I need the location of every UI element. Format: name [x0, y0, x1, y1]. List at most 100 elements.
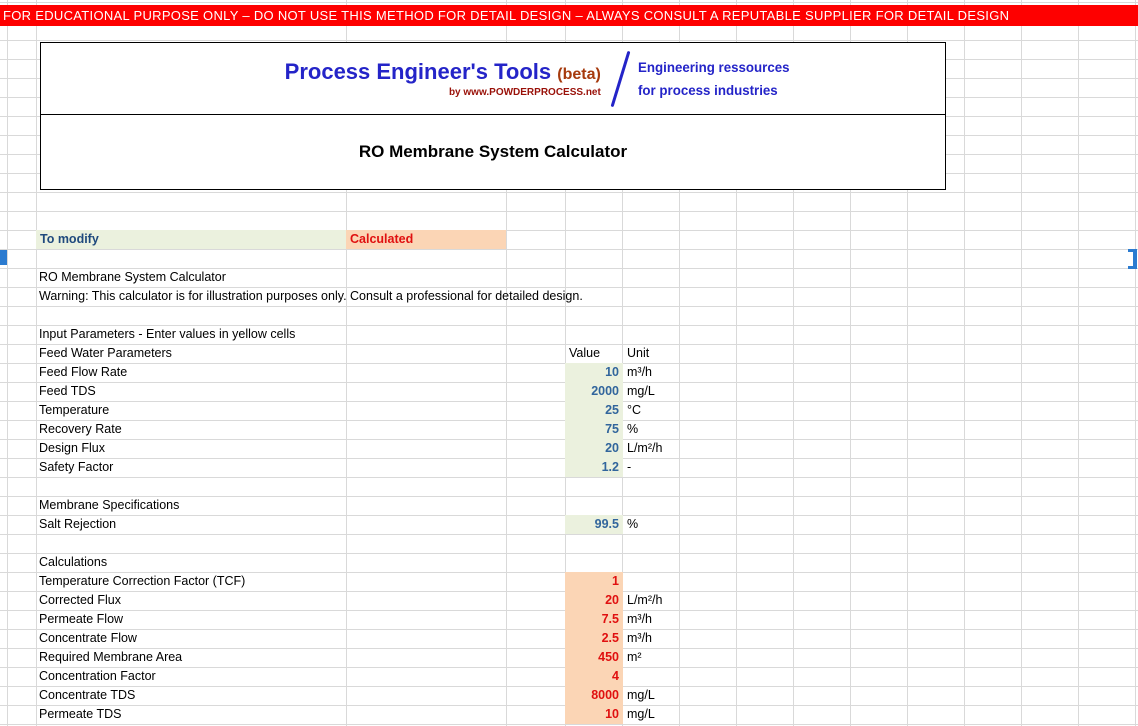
sheet-row-blank	[0, 306, 1138, 325]
input-value-cell[interactable]: 2000	[565, 382, 623, 401]
row-label: Feed Flow Rate	[39, 365, 128, 379]
row-label: Corrected Flux	[39, 593, 121, 607]
gridline	[36, 0, 37, 726]
sheet-row: Concentrate Flow 2.5 m³/h	[0, 629, 1138, 648]
page-title: RO Membrane System Calculator	[358, 142, 628, 161]
unit-label: %	[627, 517, 639, 531]
row-label: Temperature Correction Factor (TCF)	[39, 574, 246, 588]
row-label: RO Membrane System Calculator	[39, 270, 226, 284]
row-label: Feed TDS	[39, 384, 96, 398]
row-label: Concentrate TDS	[39, 688, 136, 702]
gridline	[7, 0, 8, 726]
value-column-header: Value	[569, 346, 601, 360]
calculated-value-cell: 4	[565, 667, 623, 686]
gridline	[964, 0, 965, 726]
section-header: Calculations	[39, 555, 108, 569]
unit-label: m²	[627, 650, 642, 664]
legend-calculated-cell: Calculated	[346, 230, 506, 249]
row-label: Concentration Factor	[39, 669, 156, 683]
logo-left: Process Engineer's Tools (beta) by www.P…	[285, 59, 601, 98]
logo-tagline-line1: Engineering ressources	[637, 59, 790, 76]
sheet-row: Salt Rejection 99.5%	[0, 515, 1138, 534]
unit-label: °C	[627, 403, 642, 417]
gridline	[1078, 0, 1079, 726]
sheet-row-blank	[0, 477, 1138, 496]
calculated-value-cell: 8000	[565, 686, 623, 705]
logo-byline: by www.POWDERPROCESS.net	[448, 87, 601, 98]
legend-to-modify-cell: To modify	[36, 230, 346, 249]
sheet-row-blank	[0, 534, 1138, 553]
selection-border-left	[0, 250, 7, 265]
section-header: Membrane Specifications	[39, 498, 180, 512]
input-value-cell[interactable]: 1.2	[565, 458, 623, 477]
unit-label: %	[627, 422, 639, 436]
sheet-row: Concentrate TDS 8000 mg/L	[0, 686, 1138, 705]
selection-border-right	[1128, 249, 1137, 269]
unit-label: mg/L	[627, 384, 655, 398]
sheet-row: RO Membrane System Calculator	[0, 268, 1138, 287]
unit-column-header: Unit	[627, 346, 650, 360]
row-label: Warning: This calculator is for illustra…	[39, 289, 583, 303]
slash-icon	[610, 50, 631, 107]
gridline	[506, 0, 507, 726]
unit-label: L/m²/h	[627, 593, 663, 607]
sheet-row: Safety Factor 1.2-	[0, 458, 1138, 477]
sheet-row: Calculations	[0, 553, 1138, 572]
unit-label: L/m²/h	[627, 441, 663, 455]
row-label: Safety Factor	[39, 460, 114, 474]
row-label: Recovery Rate	[39, 422, 122, 436]
unit-label: -	[627, 460, 632, 474]
sheet-row: Required Membrane Area 450 m²	[0, 648, 1138, 667]
sheet-row: Temperature 25 °C	[0, 401, 1138, 420]
gridline	[907, 0, 908, 726]
sheet-row: Warning: This calculator is for illustra…	[0, 287, 1138, 306]
row-label: Required Membrane Area	[39, 650, 183, 664]
gridline	[736, 0, 737, 726]
input-value-cell[interactable]: 99.5	[565, 515, 623, 534]
input-value-cell[interactable]: 10	[565, 363, 623, 382]
row-label: Temperature	[39, 403, 110, 417]
logo-area: Process Engineer's Tools (beta) by www.P…	[41, 43, 945, 115]
unit-label: m³/h	[627, 631, 652, 645]
gridline	[793, 0, 794, 726]
sheet-row-blank	[0, 249, 1138, 268]
row-label: Permeate TDS	[39, 707, 122, 721]
calculated-value-cell: 7.5	[565, 610, 623, 629]
sheet-row: Design Flux 20 L/m²/h	[0, 439, 1138, 458]
unit-label: mg/L	[627, 707, 655, 721]
gridline	[1135, 0, 1136, 726]
sheet-row: Feed Flow Rate 10 m³/h	[0, 363, 1138, 382]
gridline	[679, 0, 680, 726]
logo-tagline: Engineering ressources for process indus…	[638, 56, 790, 101]
sheet-row: Recovery Rate 75%	[0, 420, 1138, 439]
input-value-cell[interactable]: 25	[565, 401, 623, 420]
calculated-value-cell: 450	[565, 648, 623, 667]
sheet-row: Feed TDS 2000 mg/L	[0, 382, 1138, 401]
row-label: Salt Rejection	[39, 517, 117, 531]
unit-label: mg/L	[627, 688, 655, 702]
gridline	[1021, 0, 1022, 726]
warning-banner: FOR EDUCATIONAL PURPOSE ONLY – DO NOT US…	[0, 5, 1138, 26]
unit-label: m³/h	[627, 365, 652, 379]
header-box: Process Engineer's Tools (beta) by www.P…	[40, 42, 946, 190]
logo: Process Engineer's Tools (beta) by www.P…	[285, 50, 798, 108]
sheet-row: Permeate Flow 7.5 m³/h	[0, 610, 1138, 629]
logo-beta: (beta)	[557, 66, 601, 83]
row-label: Permeate Flow	[39, 612, 124, 626]
logo-title: Process Engineer's Tools (beta)	[285, 59, 601, 85]
sheet-row: Input Parameters - Enter values in yello…	[0, 325, 1138, 344]
input-value-cell[interactable]: 20	[565, 439, 623, 458]
calculated-value-cell: 2.5	[565, 629, 623, 648]
gridline	[346, 0, 347, 726]
row-label: Feed Water Parameters	[39, 346, 172, 360]
input-value-cell[interactable]: 75	[565, 420, 623, 439]
sheet-row: Permeate TDS 10 mg/L	[0, 705, 1138, 724]
sheet-row: Membrane Specifications	[0, 496, 1138, 515]
sheet-row: Temperature Correction Factor (TCF) 1	[0, 572, 1138, 591]
row-label: Input Parameters - Enter values in yello…	[39, 327, 296, 341]
calculated-value-cell: 1	[565, 572, 623, 591]
logo-tagline-line2: for process industries	[637, 81, 778, 98]
sheet-row: Feed Water Parameters Value Unit	[0, 344, 1138, 363]
